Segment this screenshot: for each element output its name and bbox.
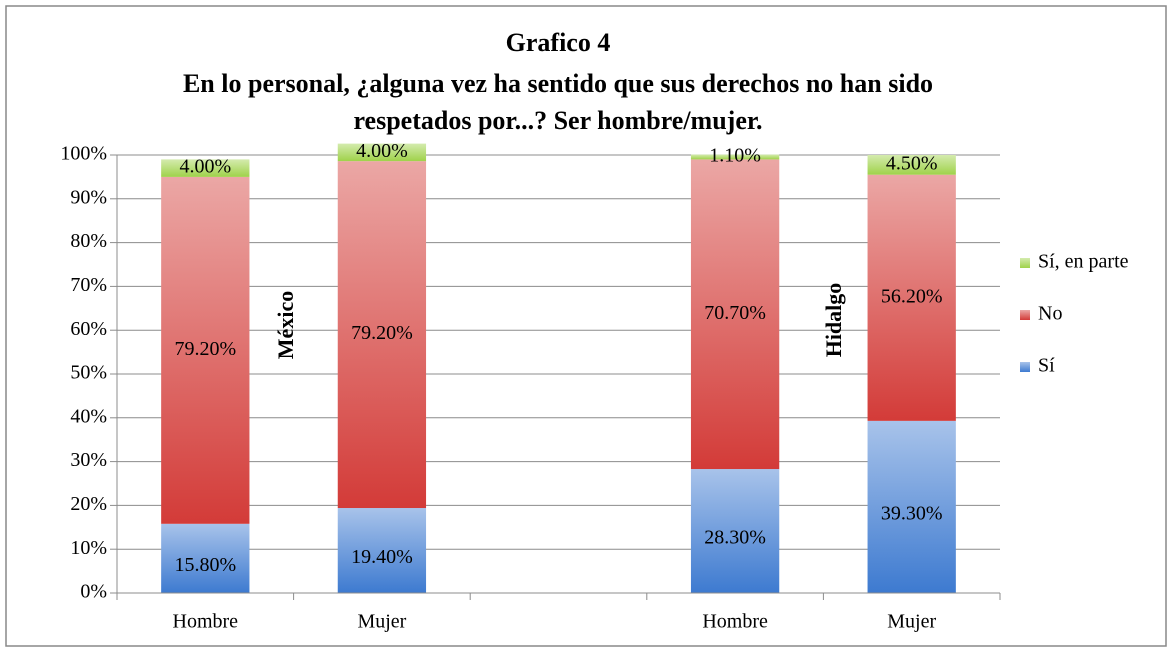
legend-label: Sí, en parte: [1038, 251, 1129, 273]
bar-segment: [867, 174, 956, 421]
y-tick-label: 30%: [70, 449, 107, 471]
bar-segment: [337, 143, 427, 162]
bar-segment: [690, 469, 780, 593]
bar-segment: [161, 159, 250, 177]
y-tick-label: 50%: [70, 362, 107, 384]
x-tick-label: Hombre: [702, 611, 768, 633]
data-label: 70.70%: [704, 302, 766, 324]
bar-segment: [867, 155, 956, 175]
y-tick-label: 60%: [70, 318, 107, 340]
bar-segment: [690, 159, 780, 470]
data-label: 19.40%: [351, 546, 413, 568]
x-tick-label: Hombre: [173, 611, 239, 633]
y-tick-label: 70%: [70, 274, 107, 296]
group-annotation: México: [273, 291, 298, 359]
bar-segment: [337, 508, 427, 593]
data-label: 1.10%: [709, 145, 761, 167]
bar-segment: [161, 523, 250, 593]
data-label: 4.00%: [179, 156, 231, 178]
legend-swatch: [1020, 362, 1030, 372]
bar-segment: [161, 176, 250, 524]
chart-title: respetados por...? Ser hombre/mujer.: [353, 106, 762, 135]
legend-label: Sí: [1038, 355, 1055, 377]
chart-title: Grafico 4: [506, 28, 611, 57]
legend-swatch: [1020, 258, 1030, 268]
bar-segment: [690, 154, 780, 160]
y-tick-label: 10%: [70, 537, 107, 559]
data-label: 39.30%: [881, 503, 943, 525]
y-tick-label: 90%: [70, 186, 107, 208]
data-label: 4.50%: [886, 152, 938, 174]
group-annotation: Hidalgo: [821, 283, 846, 358]
data-label: 15.80%: [174, 554, 236, 576]
bar-segment: [867, 420, 956, 593]
y-tick-label: 20%: [70, 493, 107, 515]
bar-segment: [337, 161, 427, 509]
x-tick-label: Mujer: [357, 611, 406, 633]
data-label: 28.30%: [704, 527, 766, 549]
chart-title: En lo personal, ¿alguna vez ha sentido q…: [183, 69, 933, 98]
data-label: 4.00%: [356, 140, 408, 162]
data-label: 79.20%: [174, 338, 236, 360]
data-label: 79.20%: [351, 322, 413, 344]
y-tick-label: 0%: [80, 581, 107, 603]
legend-label: No: [1038, 303, 1062, 325]
y-tick-label: 100%: [60, 143, 107, 165]
y-tick-label: 40%: [70, 405, 107, 427]
x-tick-label: Mujer: [887, 611, 936, 633]
legend-swatch: [1020, 310, 1030, 320]
data-label: 56.20%: [881, 285, 943, 307]
y-tick-label: 80%: [70, 230, 107, 252]
